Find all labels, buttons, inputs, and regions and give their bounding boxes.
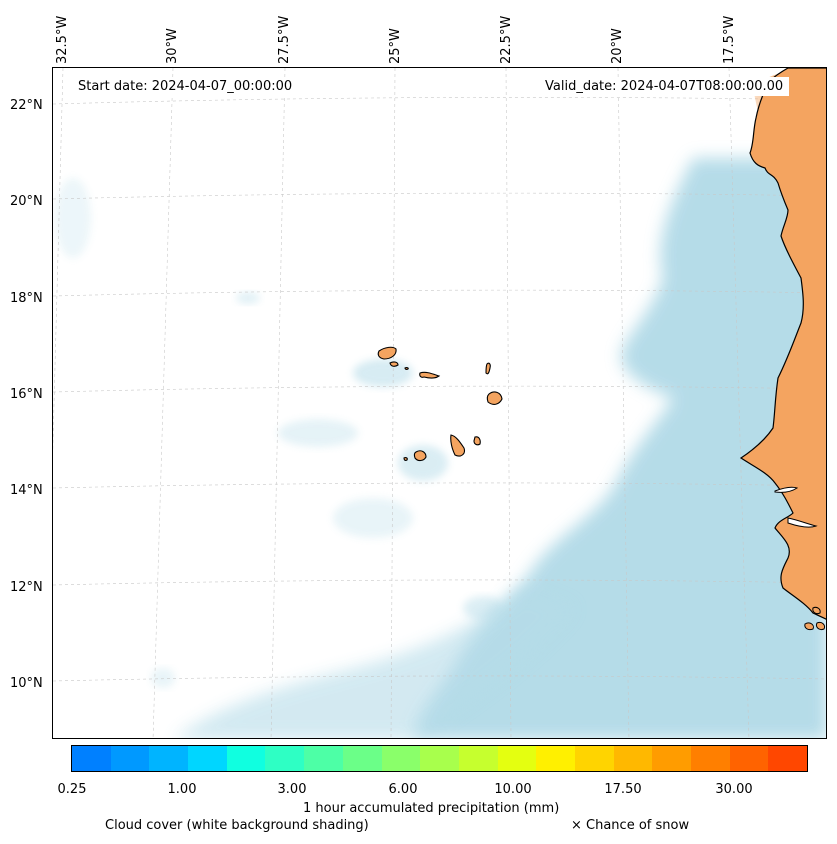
- colorbar-tick-30-00: 30.00: [715, 782, 753, 797]
- bijagos-islands-2: [804, 622, 814, 631]
- lon-line-22-5w: [505, 68, 512, 738]
- cloud-patch-3: [398, 445, 448, 481]
- lon-label-32-5w: 32.5°W: [55, 15, 70, 64]
- colorbar-segment-4: [226, 746, 266, 771]
- colorbar-tick-0-25: 0.25: [57, 782, 87, 797]
- lon-line-27-5w: [270, 68, 286, 738]
- casamance-inlet: [787, 517, 818, 528]
- colorbar-segment-10: [458, 746, 498, 771]
- lon-label-25w: 25°W: [388, 28, 403, 64]
- colorbar-tick-17-50: 17.50: [604, 782, 642, 797]
- lon-label-20w: 20°W: [610, 28, 625, 64]
- island-sao-nicolau: [419, 371, 441, 379]
- island-sal: [485, 362, 491, 375]
- cloud-patch-4: [333, 498, 413, 538]
- lat-line-16n: [53, 385, 826, 393]
- lon-label-17-5w: 17.5°W: [722, 15, 737, 64]
- cloud-patch-2: [278, 419, 358, 447]
- lat-line-10n: [53, 675, 826, 682]
- colorbar-segment-18: [768, 746, 808, 771]
- colorbar-tick-1-00: 1.00: [167, 782, 197, 797]
- lat-label-12n: 12°N: [10, 580, 43, 595]
- lon-label-22-5w: 22.5°W: [499, 15, 514, 64]
- lon-line-30w: [152, 68, 174, 738]
- cloud-patch-1: [353, 359, 413, 387]
- cloud-cover-legend: Cloud cover (white background shading): [105, 818, 369, 833]
- lat-line-22n: [53, 96, 826, 105]
- island-santo-antao: [377, 346, 397, 360]
- lat-label-10n: 10°N: [10, 676, 43, 691]
- lon-line-25w: [390, 68, 396, 738]
- colorbar-segment-11: [497, 746, 537, 771]
- map-panel[interactable]: [52, 67, 827, 739]
- lat-label-18n: 18°N: [10, 291, 43, 306]
- colorbar-segment-6: [304, 746, 343, 771]
- cloud-band-east: [413, 158, 826, 738]
- gambia-river: [774, 486, 799, 493]
- colorbar-segment-3: [188, 746, 227, 771]
- lon-line-32-5w: [53, 68, 64, 453]
- island-maio: [473, 436, 481, 446]
- colorbar-label: 1 hour accumulated precipitation (mm): [303, 801, 560, 816]
- colorbar-segment-7: [342, 746, 382, 771]
- colorbar-tick-10-00: 10.00: [494, 782, 532, 797]
- cloud-patch-6: [55, 178, 91, 258]
- lat-line-14n: [53, 482, 826, 489]
- colorbar-segment-1: [110, 746, 150, 771]
- colorbar-tick-3-00: 3.00: [277, 782, 307, 797]
- island-brava: [403, 457, 408, 461]
- colorbar-segment-15: [652, 746, 691, 771]
- colorbar-segment-8: [381, 746, 421, 771]
- colorbar-segment-5: [265, 746, 305, 771]
- map-canvas: [53, 68, 826, 738]
- lat-label-22n: 22°N: [10, 98, 43, 113]
- bijagos-islands-3: [816, 622, 825, 630]
- lon-line-17-5w: [728, 68, 750, 738]
- island-fogo: [413, 450, 427, 462]
- colorbar-segment-9: [420, 746, 459, 771]
- lat-label-20n: 20°N: [10, 194, 43, 209]
- cloud-cover-shading: [55, 158, 826, 738]
- island-santa-luzia: [404, 367, 409, 370]
- lat-line-18n: [53, 289, 826, 297]
- snow-legend: × Chance of snow: [571, 818, 690, 833]
- cloud-patch-7: [151, 668, 175, 688]
- colorbar-segment-17: [729, 746, 769, 771]
- africa-coastline: [739, 68, 826, 620]
- colorbar-segment-13: [574, 746, 614, 771]
- lat-line-12n: [53, 579, 826, 586]
- colorbar-tick-6-00: 6.00: [388, 782, 418, 797]
- cloud-patch-5: [236, 292, 260, 304]
- lon-line-20w: [617, 68, 630, 738]
- lon-label-27-5w: 27.5°W: [277, 15, 292, 64]
- graticule: [53, 68, 826, 738]
- cape-verde-islands: [377, 346, 503, 462]
- lat-line-20n: [53, 192, 826, 200]
- island-santiago: [450, 434, 465, 457]
- colorbar-segment-0: [72, 746, 111, 771]
- lon-label-30w: 30°W: [165, 28, 180, 64]
- valid-date-label: Valid_date: 2024-04-07T08:00:00.00: [539, 77, 790, 96]
- start-date-label: Start date: 2024-04-07_00:00:00: [72, 77, 299, 96]
- cloud-band-south: [175, 588, 573, 738]
- colorbar-segment-2: [149, 746, 189, 771]
- bijagos-islands-1: [812, 606, 821, 615]
- lat-label-16n: 16°N: [10, 387, 43, 402]
- colorbar-segment-16: [691, 746, 730, 771]
- colorbar-segment-14: [613, 746, 653, 771]
- colorbar-segment-12: [536, 746, 575, 771]
- island-sao-vicente: [389, 361, 399, 367]
- cloud-patch-8: [463, 596, 503, 620]
- island-boa-vista: [486, 391, 503, 405]
- lat-label-14n: 14°N: [10, 483, 43, 498]
- precipitation-colorbar: [71, 745, 808, 772]
